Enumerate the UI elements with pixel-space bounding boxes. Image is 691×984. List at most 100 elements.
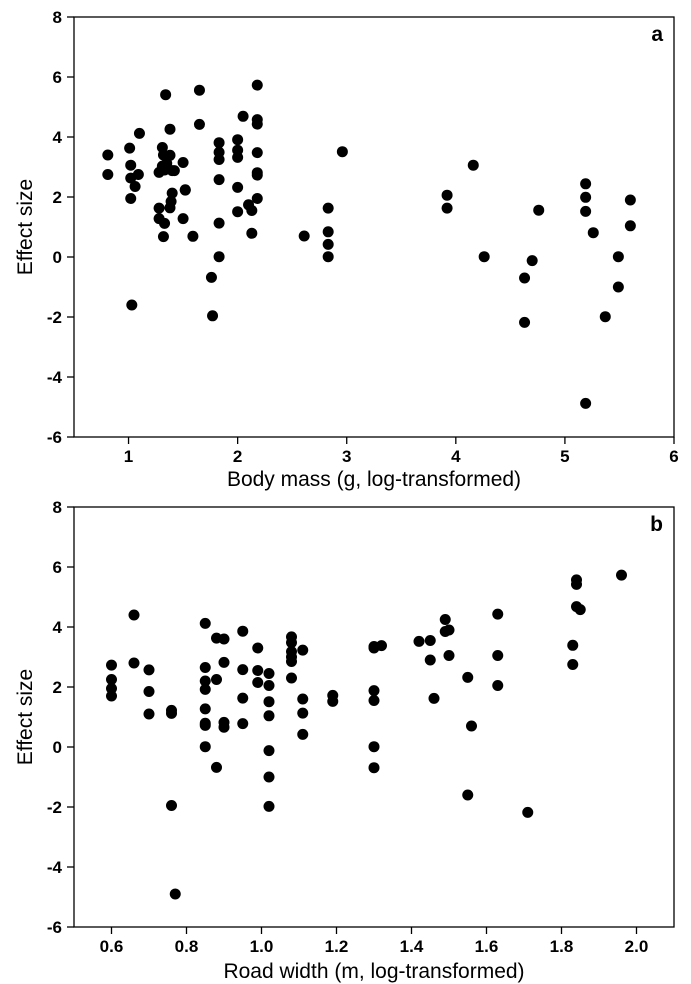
data-point-b — [439, 614, 451, 625]
axis-ticks-b: 0.6 0.8 1.0 1.2 1.4 1.6 1.8 2.0 -6 -4 -2 0 2 4 6 8 — [47, 498, 648, 956]
data-point-b — [252, 665, 264, 676]
data-point-a — [232, 181, 244, 193]
data-point-b — [128, 657, 140, 669]
data-point-a — [129, 181, 141, 192]
y-tick-label-a: 2 — [53, 188, 62, 207]
y-tick-label-a: 8 — [53, 8, 62, 27]
data-point-b — [237, 664, 249, 676]
data-point-b — [286, 656, 297, 667]
data-point-b — [263, 710, 275, 722]
x-axis-label-a: Body mass (g, log-transformed) — [227, 468, 521, 491]
data-point-a — [166, 187, 178, 199]
data-point-a — [133, 127, 145, 139]
data-point-b — [211, 761, 222, 773]
y-tick-label-b: -4 — [47, 858, 63, 877]
data-point-a — [177, 213, 189, 225]
y-axis-label-b: Effect size — [14, 669, 37, 766]
data-point-b — [237, 718, 249, 730]
data-point-a — [322, 238, 334, 250]
x-tick-label-a: 4 — [451, 447, 461, 466]
data-point-a — [251, 167, 263, 179]
data-point-b — [443, 624, 455, 636]
y-tick-label-a: -2 — [47, 308, 62, 327]
data-point-a — [153, 202, 165, 214]
data-point-a — [213, 251, 225, 263]
data-point-b — [286, 637, 297, 649]
data-point-a — [213, 217, 225, 229]
data-point-a — [177, 157, 189, 168]
y-tick-label-b: -6 — [47, 918, 62, 937]
data-point-b — [211, 674, 222, 685]
panel-label-a: a — [651, 23, 663, 46]
data-point-b — [166, 800, 177, 811]
y-tick-label-a: 4 — [53, 128, 63, 147]
data-point-a — [232, 134, 244, 146]
y-axis-label-a: Effect size — [14, 179, 37, 276]
data-point-a — [102, 149, 114, 161]
data-point-a — [246, 205, 258, 216]
data-point-a — [207, 310, 219, 322]
data-point-a — [157, 231, 169, 243]
data-point-b — [368, 695, 380, 706]
data-point-b — [368, 741, 380, 753]
x-tick-label-b: 1.2 — [325, 937, 349, 956]
data-point-b — [327, 695, 339, 707]
y-tick-label-b: 6 — [53, 558, 62, 577]
data-point-b — [106, 659, 117, 671]
y-tick-label-a: 0 — [53, 248, 62, 267]
data-point-b — [492, 680, 504, 691]
data-point-a — [102, 169, 114, 180]
data-point-a — [580, 191, 592, 203]
x-tick-label-b: 1.6 — [475, 937, 499, 956]
y-tick-label-a: 6 — [53, 68, 62, 87]
x-tick-label-b: 1.8 — [550, 937, 574, 956]
data-point-a — [251, 193, 263, 204]
data-point-a — [187, 230, 199, 242]
data-point-a — [336, 146, 348, 158]
data-point-a — [580, 178, 592, 190]
y-tick-label-b: 2 — [53, 678, 62, 697]
data-point-b — [286, 672, 297, 684]
data-point-a — [519, 272, 531, 284]
data-point-a — [467, 159, 479, 171]
data-point-b — [199, 683, 211, 695]
data-point-b — [263, 800, 275, 812]
data-point-a — [519, 316, 531, 328]
x-tick-label-a: 6 — [669, 447, 678, 466]
data-points-a — [102, 79, 636, 409]
data-point-b — [169, 888, 181, 900]
data-point-a — [612, 281, 624, 293]
data-point-b — [143, 664, 155, 676]
data-point-a — [165, 196, 177, 207]
data-point-b — [106, 690, 117, 702]
data-point-a — [213, 174, 225, 186]
data-point-b — [263, 771, 275, 783]
data-point-a — [193, 118, 205, 130]
data-point-b — [143, 708, 155, 720]
data-point-a — [160, 89, 172, 101]
data-point-b — [199, 662, 211, 673]
data-point-a — [246, 227, 258, 239]
x-tick-label-b: 0.8 — [175, 937, 199, 956]
data-point-b — [166, 707, 177, 719]
data-point-b — [218, 656, 230, 668]
data-point-a — [164, 123, 176, 135]
data-point-b — [413, 635, 425, 647]
data-point-a — [526, 255, 538, 267]
data-point-b — [567, 659, 579, 670]
scatter-panel-a: 1 2 3 4 5 6 -6 -4 -2 0 2 4 6 8 a Body mass (g, log-tr… — [14, 8, 679, 491]
data-point-b — [424, 635, 436, 646]
x-tick-label-b: 2.0 — [625, 937, 649, 956]
data-point-b — [424, 654, 436, 666]
data-point-b — [567, 639, 579, 651]
data-point-b — [252, 642, 264, 654]
data-point-a — [478, 251, 490, 263]
data-point-a — [580, 397, 592, 409]
data-point-a — [624, 220, 636, 232]
data-point-b — [237, 625, 249, 637]
data-point-b — [574, 604, 586, 616]
data-point-a — [237, 110, 249, 122]
y-tick-label-a: -4 — [47, 368, 63, 387]
data-point-b — [522, 806, 534, 818]
